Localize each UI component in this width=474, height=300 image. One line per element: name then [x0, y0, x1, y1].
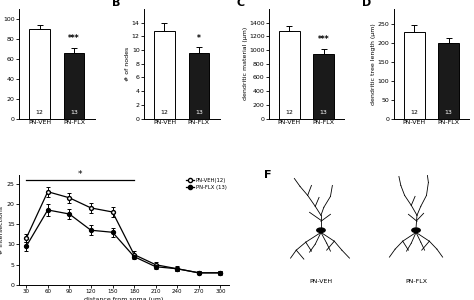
Circle shape — [412, 228, 420, 232]
Bar — [189, 53, 209, 118]
Bar — [154, 31, 175, 118]
Text: PN-FLX: PN-FLX — [405, 278, 427, 284]
Text: 13: 13 — [445, 110, 453, 115]
Bar — [404, 32, 425, 118]
Text: 12: 12 — [285, 110, 293, 115]
Text: *: * — [197, 34, 201, 43]
Text: F: F — [264, 170, 272, 180]
Text: 12: 12 — [36, 110, 44, 115]
Bar — [313, 54, 334, 118]
Bar — [29, 29, 50, 119]
Y-axis label: # of intersections: # of intersections — [0, 36, 2, 92]
Y-axis label: # intersections: # intersections — [0, 206, 4, 254]
Text: 12: 12 — [410, 110, 418, 115]
Legend: PN-VEH(12), PN-FLX (13): PN-VEH(12), PN-FLX (13) — [186, 178, 227, 190]
Text: *: * — [78, 170, 82, 179]
X-axis label: distance from soma (μm): distance from soma (μm) — [84, 297, 164, 300]
Text: ***: *** — [318, 35, 329, 44]
Text: D: D — [362, 0, 371, 8]
Y-axis label: # of nodes: # of nodes — [126, 46, 130, 81]
Bar — [64, 53, 84, 118]
Text: B: B — [112, 0, 120, 8]
Text: 13: 13 — [320, 110, 328, 115]
Text: 13: 13 — [70, 110, 78, 115]
Text: ***: *** — [68, 34, 80, 43]
Text: 13: 13 — [195, 110, 203, 115]
Y-axis label: dendritic tree length (μm): dendritic tree length (μm) — [371, 23, 376, 105]
Y-axis label: dendritic material (μm): dendritic material (μm) — [243, 27, 247, 100]
Bar — [279, 31, 300, 118]
Circle shape — [317, 228, 325, 232]
Bar — [438, 43, 459, 118]
Text: 12: 12 — [161, 110, 168, 115]
Text: C: C — [237, 0, 245, 8]
Text: PN-VEH: PN-VEH — [310, 278, 333, 284]
